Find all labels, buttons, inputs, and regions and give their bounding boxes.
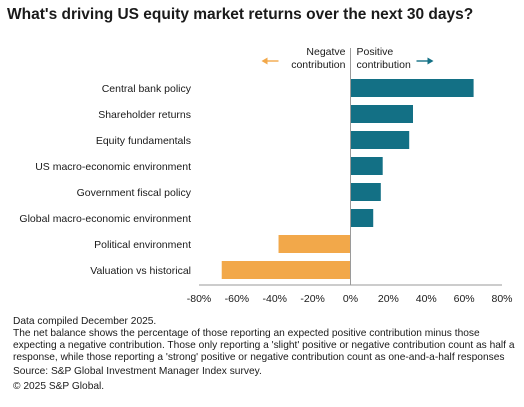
x-tick-label: 40% (416, 293, 437, 305)
legend-positive-label: Positive (357, 46, 394, 58)
x-tick-label: -60% (225, 293, 250, 305)
note-copyright: © 2025 S&P Global. (13, 381, 105, 392)
category-label: Equity fundamentals (96, 135, 191, 147)
category-label: Global macro-economic environment (19, 213, 191, 225)
x-tick-label: 60% (454, 293, 475, 305)
bar (350, 131, 410, 149)
x-axis: -80% -60% -40% -20% 0% 20% 40% 60% 80% (187, 48, 513, 305)
category-labels: Central bank policy Shareholder returns Eq… (19, 83, 191, 277)
category-label: Political environment (94, 239, 191, 251)
note-methodology: The net balance shows the percentage of … (13, 328, 515, 363)
x-tick-label: -80% (187, 293, 212, 305)
arrow-left-icon (261, 57, 268, 65)
bar (278, 235, 351, 253)
x-tick-label: 0% (343, 293, 358, 305)
bar (350, 79, 474, 97)
bar-chart: NegatvecontributionPositivecontribution … (19, 46, 513, 305)
bar (350, 209, 374, 227)
category-label: US macro-economic environment (35, 161, 191, 173)
x-tick-label: -20% (300, 293, 325, 305)
category-label: Valuation vs historical (90, 265, 191, 277)
note-data-compiled: Data compiled December 2025. (13, 316, 157, 327)
arrow-right-icon (427, 57, 434, 65)
x-tick-label: -40% (262, 293, 287, 305)
bar (221, 261, 351, 279)
chart-title: What's driving US equity market returns … (7, 6, 474, 23)
x-tick-label: 20% (378, 293, 399, 305)
category-label: Government fiscal policy (77, 187, 192, 199)
legend-negative-label: contribution (291, 59, 345, 71)
note-source: Source: S&P Global Investment Manager In… (13, 366, 262, 377)
category-label: Shareholder returns (98, 109, 191, 121)
x-tick-label: 80% (491, 293, 512, 305)
bar (350, 157, 383, 175)
legend-positive-label: contribution (357, 59, 411, 71)
legend-negative-label: Negatve (306, 46, 345, 58)
bar (350, 183, 381, 201)
bar (350, 105, 413, 123)
category-label: Central bank policy (102, 83, 192, 95)
bars (221, 79, 474, 279)
